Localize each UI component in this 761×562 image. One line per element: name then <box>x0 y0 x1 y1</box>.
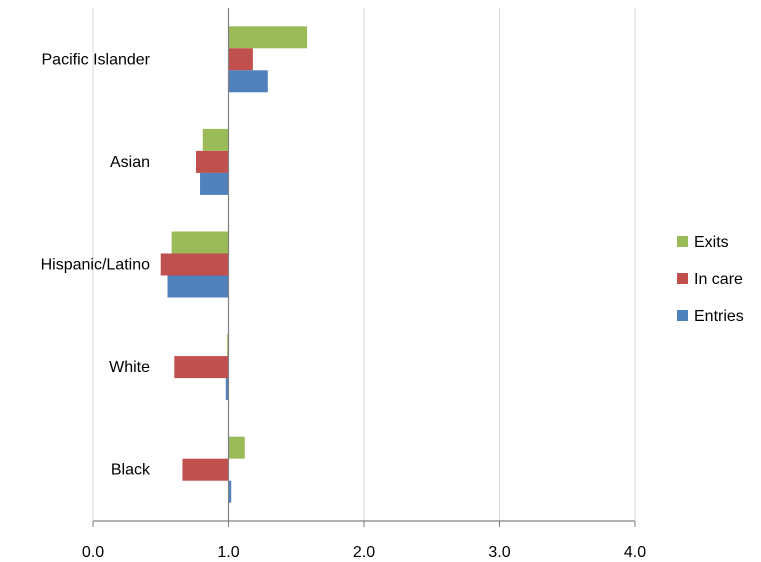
legend-label: In care <box>694 271 743 288</box>
category-label: Hispanic/Latino <box>41 257 151 274</box>
bar-in-care <box>174 356 229 379</box>
legend: Exits In care Entries <box>677 234 744 325</box>
axes <box>92 8 636 527</box>
legend-label: Exits <box>694 234 729 251</box>
category-label: Pacific Islander <box>42 51 151 68</box>
legend-swatch <box>677 236 688 247</box>
bars <box>160 26 308 503</box>
category-label: Asian <box>110 154 150 171</box>
bar-in-care <box>228 48 253 71</box>
category-label: Black <box>111 462 151 479</box>
legend-swatch <box>677 310 688 321</box>
bar-entries <box>225 378 229 401</box>
bar-entries <box>200 172 229 195</box>
legend-swatch <box>677 273 688 284</box>
bar-exits <box>227 334 229 357</box>
bar-in-care <box>195 150 229 173</box>
x-tick-label: 0.0 <box>82 544 104 561</box>
category-label: White <box>109 359 150 376</box>
legend-label: Entries <box>694 308 744 325</box>
x-tick-label: 2.0 <box>353 544 375 561</box>
bar-exits <box>228 436 245 459</box>
labels: Pacific Islander Asian Hispanic/Latino Whit… <box>41 51 647 561</box>
bar-in-care <box>160 253 229 276</box>
bar-exits <box>228 26 308 49</box>
bar-entries <box>228 70 268 93</box>
bar-in-care <box>182 458 229 481</box>
x-tick-label: 3.0 <box>488 544 510 561</box>
x-tick-label: 4.0 <box>624 544 646 561</box>
bar-entries <box>167 275 229 298</box>
bar-entries <box>228 480 232 503</box>
x-tick-label: 1.0 <box>217 544 239 561</box>
bar-exits <box>171 231 229 254</box>
gridlines <box>92 8 636 521</box>
bar-exits <box>202 128 229 151</box>
